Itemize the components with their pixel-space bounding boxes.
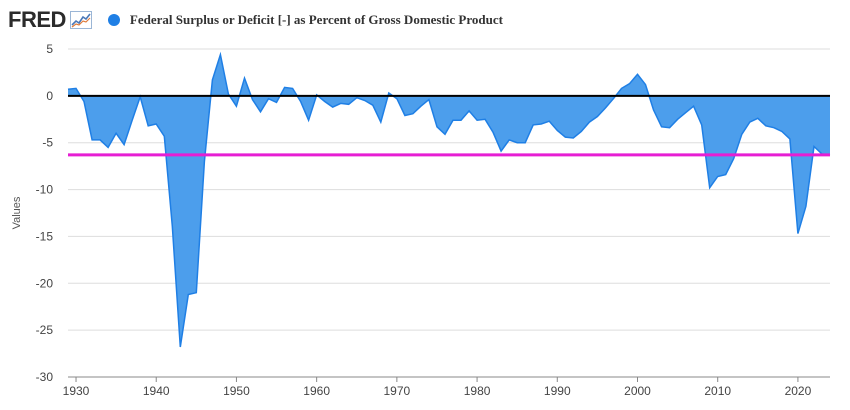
fred-chart-icon — [69, 11, 92, 29]
x-tick-label: 2010 — [704, 384, 731, 398]
y-tick-label: -25 — [36, 323, 54, 337]
y-tick-label: -5 — [42, 136, 53, 150]
y-tick-label: -15 — [36, 229, 54, 243]
y-tick-label: -10 — [36, 183, 54, 197]
fred-logo[interactable]: FRED — [8, 7, 66, 32]
y-tick-label: 5 — [46, 42, 53, 56]
x-tick-label: 1980 — [464, 384, 491, 398]
x-tick-label: 1970 — [384, 384, 411, 398]
y-axis-label: Values — [11, 196, 23, 229]
x-tick-label: 1950 — [223, 384, 250, 398]
series-area — [68, 54, 830, 347]
x-tick-label: 1960 — [303, 384, 330, 398]
legend-marker — [107, 14, 120, 26]
y-tick-label: -30 — [36, 370, 54, 384]
y-tick-label: -20 — [36, 276, 54, 290]
x-axis-ticks: 1930 1940 1950 1960 1970 1980 1990 2000 2010 2020 — [63, 377, 812, 398]
x-tick-label: 1990 — [544, 384, 571, 398]
x-tick-label: 2020 — [785, 384, 812, 398]
legend-series-label[interactable]: Federal Surplus or Deficit [-] as Percen… — [129, 12, 503, 27]
x-tick-label: 1930 — [63, 384, 90, 398]
x-tick-label: 1940 — [143, 384, 170, 398]
chart-header: FRED Federal Surplus or Deficit [-] as P… — [8, 6, 503, 34]
y-tick-label: 0 — [46, 89, 53, 103]
x-tick-label: 2000 — [624, 384, 651, 398]
series-line — [67, 51, 831, 348]
y-axis-ticks: 5 0 -5 -10 -15 -20 -25 -30 — [36, 42, 54, 384]
